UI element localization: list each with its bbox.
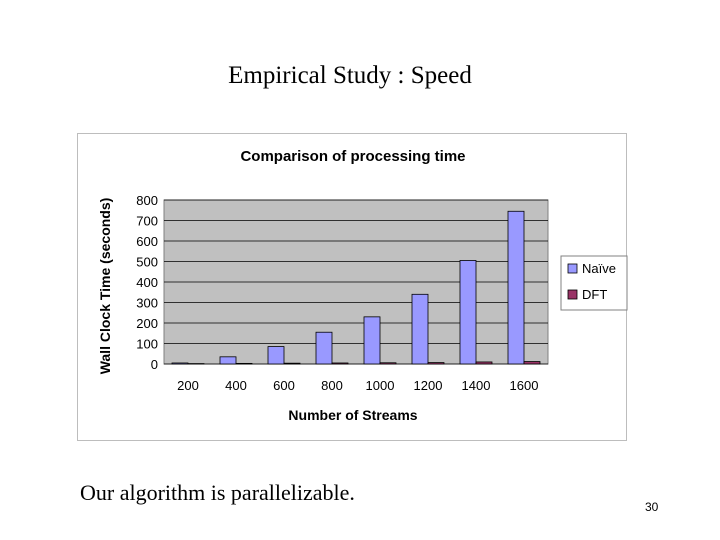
y-tick-label: 400 [136, 275, 158, 290]
bar-naive [171, 362, 189, 365]
bar-dft [427, 362, 445, 365]
slide-title: Empirical Study : Speed [228, 62, 472, 89]
bar-dft [283, 362, 301, 365]
bar-naive [315, 331, 333, 365]
x-tick-label: 600 [273, 378, 295, 393]
legend-swatch [567, 289, 578, 300]
y-tick-label: 800 [136, 193, 158, 208]
bar-dft [331, 362, 349, 365]
x-tick-label: 200 [177, 378, 199, 393]
bar-naive [459, 260, 477, 365]
bar-naive [219, 356, 237, 365]
bar-dft [475, 361, 493, 365]
chart-title: Comparison of processing time [240, 148, 465, 165]
y-tick-label: 700 [136, 214, 158, 229]
bars [171, 210, 541, 365]
legend-label: DFT [582, 287, 607, 302]
y-tick-label: 100 [136, 337, 158, 352]
legend-swatch [567, 263, 578, 274]
y-tick-label: 500 [136, 255, 158, 270]
slide-caption: Our algorithm is parallelizable. [80, 480, 355, 505]
x-tick-label: 1000 [366, 378, 395, 393]
bar-naive [507, 210, 525, 365]
bar-naive [363, 316, 381, 365]
y-axis-ticks: 0 100 200 300 400 500 600 700 800 [136, 193, 158, 372]
x-tick-label: 1600 [510, 378, 539, 393]
x-tick-label: 1200 [414, 378, 443, 393]
x-tick-label: 1400 [462, 378, 491, 393]
page-number: 30 [645, 500, 659, 514]
bar-naive [411, 293, 429, 365]
x-tick-label: 800 [321, 378, 343, 393]
x-tick-label: 400 [225, 378, 247, 393]
bar-dft [523, 361, 541, 365]
x-axis-ticks: 200 400 600 800 1000 1200 1400 1600 [177, 378, 538, 393]
chart-area: Comparison of processing time 0 100 200 300… [77, 133, 628, 441]
y-tick-label: 0 [151, 357, 158, 372]
legend-label: Naïve [582, 261, 616, 276]
processing-time-chart: Comparison of processing time 0 100 200 300… [97, 148, 628, 423]
y-axis-label: Wall Clock Time (seconds) [97, 198, 113, 375]
y-tick-label: 300 [136, 296, 158, 311]
x-axis-label: Number of Streams [288, 407, 417, 423]
y-tick-label: 200 [136, 316, 158, 331]
legend: Naïve DFT [560, 255, 628, 311]
y-tick-label: 600 [136, 234, 158, 249]
bar-dft [235, 362, 253, 365]
bar-dft [379, 362, 397, 365]
bar-naive [267, 346, 285, 365]
